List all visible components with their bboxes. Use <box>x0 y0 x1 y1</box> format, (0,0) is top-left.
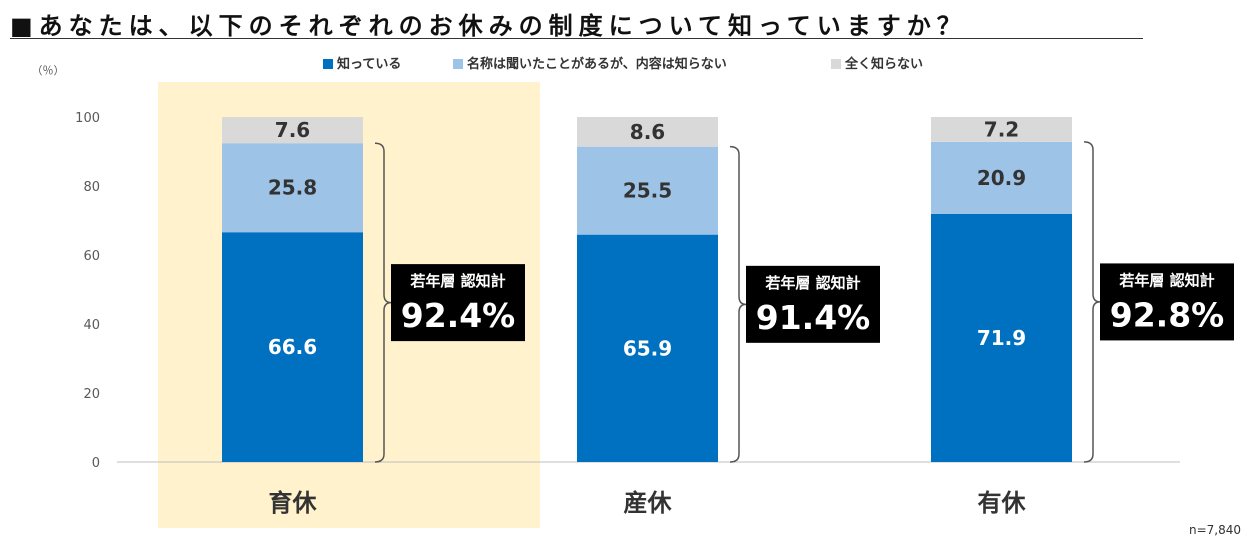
bar-segment <box>222 117 363 144</box>
y-tick-label: 80 <box>83 180 100 195</box>
annotation-box <box>746 265 880 343</box>
bar-segment <box>222 143 363 233</box>
annotation-box <box>1100 263 1234 341</box>
x-tick-label: 産休 <box>624 489 673 517</box>
y-tick-label: 0 <box>92 456 100 471</box>
x-tick-label: 育休 <box>269 489 318 517</box>
data-label: 8.6 <box>630 120 665 144</box>
data-label: 65.9 <box>623 336 672 360</box>
bar-segment <box>222 232 363 462</box>
bar-segment <box>577 234 718 462</box>
legend-swatch <box>831 59 841 69</box>
legend-swatch <box>453 59 463 69</box>
bracket <box>1083 141 1101 463</box>
annotation-value: 92.8% <box>1110 295 1225 334</box>
legend-label: 知っている <box>337 56 401 72</box>
annotation-box <box>391 264 525 342</box>
x-tick-label: 有休 <box>978 489 1027 517</box>
annotation-value: 92.4% <box>401 296 516 335</box>
y-axis-label: （％） <box>32 64 65 77</box>
y-tick-label: 100 <box>75 111 100 126</box>
legend-label: 全く知らない <box>844 56 923 72</box>
legend-label: 名称は聞いたことがあるが、内容は知らない <box>467 56 727 72</box>
annotation-label: 若年層 認知計 <box>1118 271 1214 289</box>
annotation-label: 若年層 認知計 <box>409 272 505 290</box>
y-tick-label: 40 <box>83 318 100 333</box>
data-label: 25.5 <box>623 179 672 203</box>
data-label: 7.2 <box>984 117 1019 141</box>
data-label: 20.9 <box>977 166 1026 190</box>
title-underline <box>10 38 1143 39</box>
data-label: 66.6 <box>268 335 317 359</box>
bar-segment <box>577 117 718 147</box>
y-tick-label: 20 <box>83 387 100 402</box>
data-label: 25.8 <box>268 176 317 200</box>
y-tick-label: 60 <box>83 249 100 264</box>
chart-title: ■あなたは、以下のそれぞれのお休みの制度について知っていますか？ <box>10 12 967 40</box>
bar-segment <box>931 117 1072 142</box>
bar-segment <box>577 146 718 235</box>
legend-swatch <box>323 59 333 69</box>
data-label: 71.9 <box>977 326 1026 350</box>
bracket <box>729 145 747 463</box>
bar-segment <box>931 141 1072 214</box>
bar-segment <box>931 213 1072 462</box>
sample-size-note: n=7,840 <box>1189 523 1241 537</box>
data-label: 7.6 <box>275 118 310 142</box>
annotation-label: 若年層 認知計 <box>764 274 860 292</box>
annotation-value: 91.4% <box>756 298 871 337</box>
